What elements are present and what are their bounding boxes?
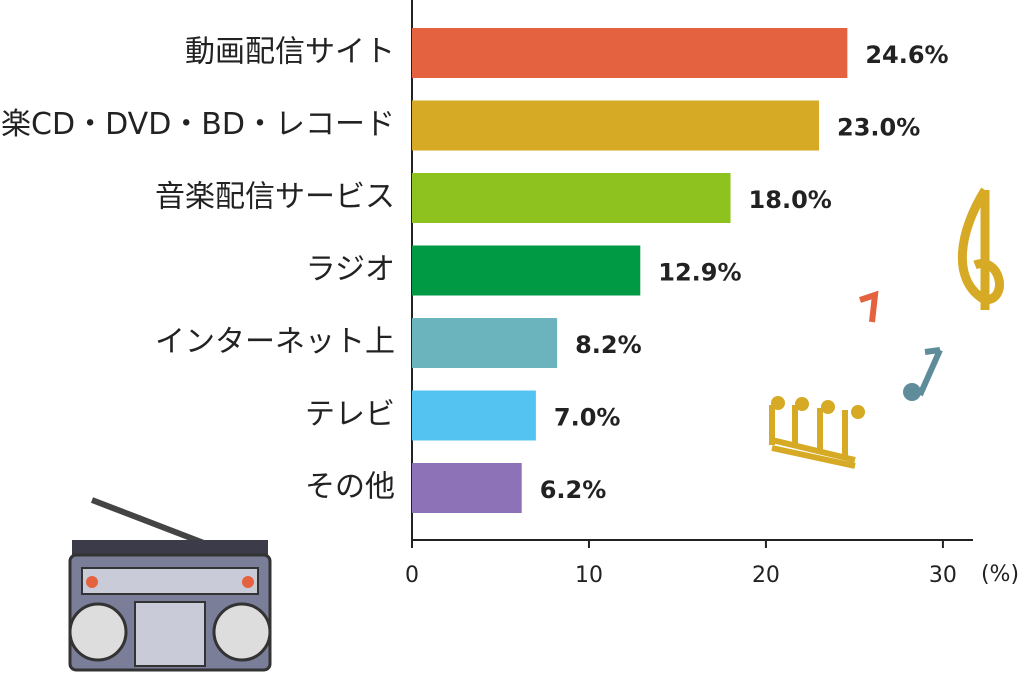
category-label: インターネット上: [155, 325, 395, 360]
value-label: 18.0%: [749, 186, 832, 214]
bar: [412, 390, 536, 441]
value-label: 8.2%: [575, 331, 642, 359]
value-label: 24.6%: [865, 41, 948, 69]
x-tick-label: 10: [575, 563, 603, 588]
category-label: その他: [305, 470, 395, 505]
note: [958, 187, 1004, 310]
note: [795, 397, 809, 411]
cassette: [134, 601, 206, 667]
bar: [412, 100, 820, 151]
radio-dial: [81, 567, 259, 595]
speaker: [68, 602, 128, 662]
note: [859, 290, 879, 323]
value-label: 23.0%: [837, 114, 920, 142]
category-label: 動画配信サイト: [185, 35, 395, 70]
bar: [412, 28, 848, 78]
note: [821, 400, 835, 414]
speaker: [212, 602, 272, 662]
value-label: 12.9%: [658, 259, 741, 287]
x-tick-label: 30: [929, 563, 957, 588]
category-label: 音楽配信サービス: [155, 180, 395, 215]
value-label: 6.2%: [540, 476, 607, 504]
bar: [412, 245, 641, 296]
x-axis-label: (%): [981, 562, 1019, 587]
knob: [242, 576, 254, 588]
note: [771, 396, 785, 410]
note: [903, 383, 921, 401]
knob: [86, 576, 98, 588]
category-label: 音楽CD・DVD・BD・レコード: [0, 107, 395, 142]
decoration: [68, 187, 1004, 672]
bar: [412, 173, 731, 223]
category-label: テレビ: [305, 397, 395, 432]
x-tick-label: 0: [405, 563, 419, 588]
bar: [412, 318, 558, 368]
value-label: 7.0%: [554, 404, 621, 432]
x-tick-label: 20: [752, 563, 780, 588]
bar: [412, 463, 522, 513]
note: [769, 405, 856, 469]
note: [851, 405, 865, 419]
note: [917, 347, 943, 397]
category-label: ラジオ: [306, 252, 395, 287]
